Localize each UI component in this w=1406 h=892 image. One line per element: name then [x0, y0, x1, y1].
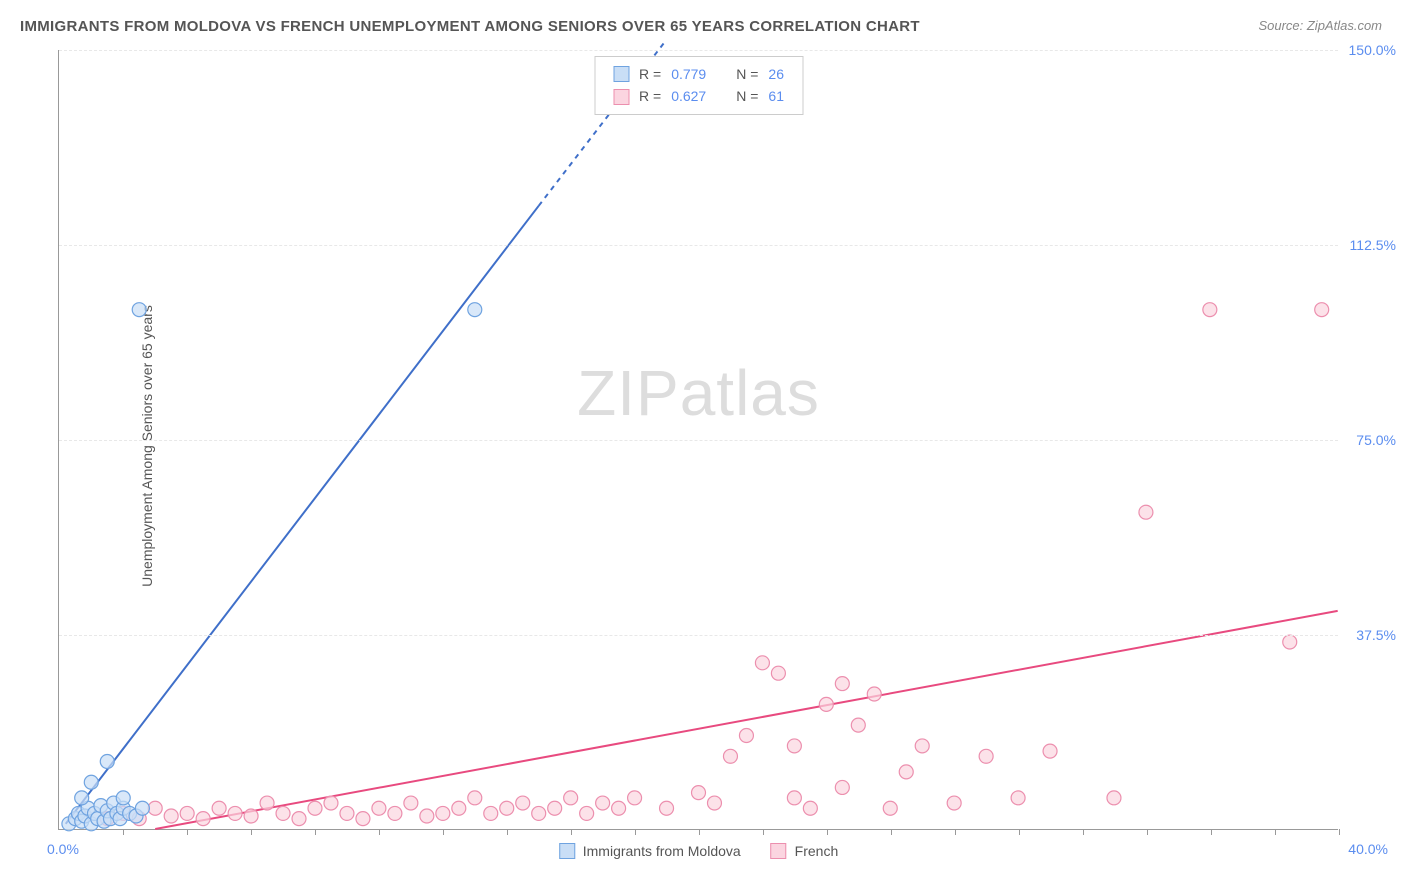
- x-origin-label: 0.0%: [47, 841, 79, 857]
- x-tick: [123, 829, 124, 835]
- legend-item-french: French: [771, 843, 839, 859]
- stats-swatch-french: [613, 89, 629, 105]
- y-tick-label: 150.0%: [1342, 42, 1396, 58]
- x-tick: [699, 829, 700, 835]
- x-tick: [1211, 829, 1212, 835]
- source-label: Source: ZipAtlas.com: [1258, 18, 1382, 33]
- legend-label: French: [795, 843, 839, 859]
- legend-swatch-moldova: [559, 843, 575, 859]
- stat-n-value: 61: [768, 85, 784, 107]
- y-tick-label: 112.5%: [1342, 237, 1396, 253]
- legend-bottom: Immigrants from Moldova French: [559, 843, 839, 859]
- x-tick: [1083, 829, 1084, 835]
- grid-line: [59, 245, 1338, 246]
- stats-swatch-moldova: [613, 66, 629, 82]
- stats-row-french: R = 0.627 N = 61: [613, 85, 784, 107]
- x-tick: [635, 829, 636, 835]
- x-tick: [1339, 829, 1340, 835]
- x-tick: [315, 829, 316, 835]
- x-max-label: 40.0%: [1348, 841, 1388, 857]
- grid-line: [59, 635, 1338, 636]
- x-tick: [1019, 829, 1020, 835]
- legend-swatch-french: [771, 843, 787, 859]
- legend-label: Immigrants from Moldova: [583, 843, 741, 859]
- stat-label: N =: [736, 85, 758, 107]
- x-tick: [571, 829, 572, 835]
- y-tick-label: 37.5%: [1342, 627, 1396, 643]
- stat-label: R =: [639, 85, 661, 107]
- x-tick: [827, 829, 828, 835]
- x-tick: [507, 829, 508, 835]
- stats-row-moldova: R = 0.779 N = 26: [613, 63, 784, 85]
- x-tick: [1275, 829, 1276, 835]
- x-tick: [379, 829, 380, 835]
- stat-r-value: 0.779: [671, 63, 706, 85]
- x-tick: [891, 829, 892, 835]
- stat-label: N =: [736, 63, 758, 85]
- chart-title: IMMIGRANTS FROM MOLDOVA VS FRENCH UNEMPL…: [20, 18, 920, 35]
- x-tick: [251, 829, 252, 835]
- stats-box: R = 0.779 N = 26 R = 0.627 N = 61: [594, 56, 803, 115]
- y-tick-label: 75.0%: [1342, 432, 1396, 448]
- x-tick: [187, 829, 188, 835]
- grid-line: [59, 50, 1338, 51]
- stat-n-value: 26: [768, 63, 784, 85]
- x-tick: [955, 829, 956, 835]
- legend-item-moldova: Immigrants from Moldova: [559, 843, 741, 859]
- stat-r-value: 0.627: [671, 85, 706, 107]
- x-tick: [763, 829, 764, 835]
- grid-line: [59, 440, 1338, 441]
- plot-area: R = 0.779 N = 26 R = 0.627 N = 61 ZIPatl…: [58, 50, 1338, 830]
- stat-label: R =: [639, 63, 661, 85]
- x-tick: [1147, 829, 1148, 835]
- x-tick: [443, 829, 444, 835]
